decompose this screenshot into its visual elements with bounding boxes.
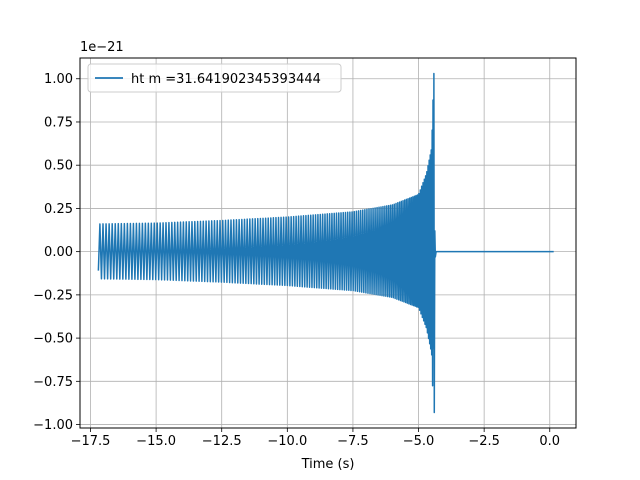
x-axis: −17.5 −15.0 −12.5 −10.0 −7.5 −5.0 −2.5 0.0 xyxy=(71,428,560,449)
y-offset-label: 1e−21 xyxy=(80,40,124,55)
x-tick-label: −7.5 xyxy=(337,434,369,449)
y-tick-label: −1.00 xyxy=(33,418,73,433)
x-tick-label: −5.0 xyxy=(403,434,435,449)
legend-box xyxy=(87,63,342,93)
legend: ht m =31.641902345393444 xyxy=(87,63,342,93)
plot-frame xyxy=(79,57,577,429)
x-tick-label: −10.0 xyxy=(267,434,307,449)
y-tick-label: −0.75 xyxy=(33,375,73,390)
y-tick-label: 0.50 xyxy=(44,159,73,174)
x-tick-label: −17.5 xyxy=(71,434,111,449)
x-tick-label: −12.5 xyxy=(202,434,242,449)
series-layer xyxy=(97,72,554,414)
x-tick-label: −15.0 xyxy=(136,434,176,449)
series-line xyxy=(97,72,554,414)
y-tick-label: 1.00 xyxy=(44,72,73,87)
x-tick-label: −2.5 xyxy=(468,434,500,449)
y-tick-label: 0.25 xyxy=(44,202,73,217)
y-tick-label: −0.50 xyxy=(33,332,73,347)
y-axis: −1.00 −0.75 −0.50 −0.25 0.00 0.25 0.50 0.75 1.00 xyxy=(33,72,80,433)
y-tick-label: 0.75 xyxy=(44,115,73,130)
legend-label: ht m =31.641902345393444 xyxy=(131,72,321,87)
y-tick-label: −0.25 xyxy=(33,288,73,303)
x-axis-label: Time (s) xyxy=(301,457,355,472)
y-tick-label: 0.00 xyxy=(44,245,73,260)
x-tick-label: 0.0 xyxy=(539,434,560,449)
